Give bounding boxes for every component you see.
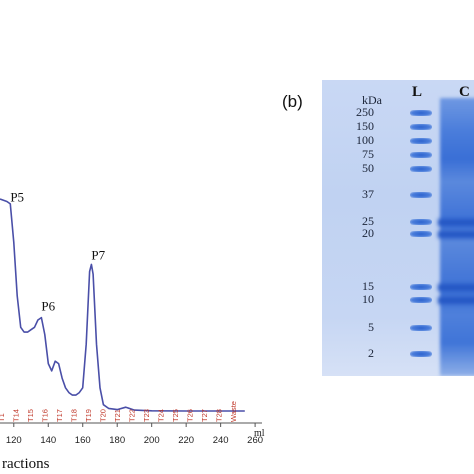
sample-band	[438, 231, 474, 238]
plot-area	[0, 198, 245, 412]
x-tick-label: 160	[75, 435, 91, 446]
absorbance-trace	[0, 198, 245, 412]
x-tick-label: 180	[109, 435, 125, 446]
fraction-label: T28	[215, 409, 224, 422]
marker-size-label: 2	[368, 346, 374, 360]
ladder-band	[410, 284, 432, 290]
panel-label-b: (b)	[282, 92, 303, 111]
lane-header-sample: C	[459, 84, 470, 100]
fraction-label: T25	[171, 409, 180, 422]
marker-size-label: 20	[362, 226, 374, 240]
ladder-band	[410, 138, 432, 144]
sample-band	[438, 284, 474, 291]
x-tick-label: 220	[178, 435, 194, 446]
marker-size-label: 10	[362, 292, 374, 306]
ladder-band	[410, 231, 432, 237]
peak-label: P5	[10, 189, 24, 204]
fraction-label: T23	[142, 409, 151, 422]
ladder-band	[410, 297, 432, 303]
fraction-label: T27	[200, 409, 209, 422]
x-tick-label: 120	[6, 435, 22, 446]
fraction-label: T20	[99, 409, 108, 422]
ladder-band	[410, 166, 432, 172]
fraction-label: T16	[41, 409, 50, 422]
peak-label: P6	[41, 298, 55, 313]
ladder-band	[410, 110, 432, 116]
x-tick-label: 200	[144, 435, 160, 446]
marker-size-label: 150	[356, 119, 374, 133]
fraction-label: T24	[157, 409, 166, 422]
marker-size-label: 37	[362, 187, 374, 201]
marker-size-label: 25	[362, 214, 374, 228]
ladder-band	[410, 325, 432, 331]
fraction-label: T15	[26, 409, 35, 422]
sample-band	[438, 297, 474, 304]
x-axis-label: ractions	[2, 456, 50, 472]
chromatogram-chart: 120 140 160 180 200 220 240 260 T1 T14 T15 T16 T17 T1…	[0, 189, 265, 472]
marker-size-label: 100	[356, 133, 374, 147]
fraction-label: T21	[113, 409, 122, 422]
x-axis: 120 140 160 180 200 220 240 260 T1 T14 T15 T16 T17 T1…	[0, 401, 263, 446]
sds-page-gel: kDa L C 250 150 100 75 50 37 25 20 15 10 5 2	[322, 80, 474, 376]
ladder-band	[410, 152, 432, 158]
fraction-label: T22	[128, 409, 137, 422]
fraction-label: T17	[55, 409, 64, 422]
marker-size-label: 75	[362, 147, 374, 161]
peak-labels: P5 P6 P7	[10, 189, 105, 313]
ladder-band	[410, 192, 432, 198]
fraction-label: T1	[0, 413, 6, 422]
x-axis-unit: ml	[254, 428, 265, 439]
fraction-label: T18	[70, 409, 79, 422]
fraction-label: T26	[186, 409, 195, 422]
peak-label: P7	[91, 248, 105, 263]
x-tick-label: 240	[213, 435, 229, 446]
ladder-band	[410, 351, 432, 357]
marker-size-label: 15	[362, 279, 374, 293]
kda-axis-title: kDa	[362, 93, 382, 107]
marker-size-label: 250	[356, 105, 374, 119]
marker-size-label: 50	[362, 161, 374, 175]
ladder-band	[410, 124, 432, 130]
fraction-label: T14	[12, 409, 21, 422]
ladder-band	[410, 219, 432, 225]
fraction-label: Waste	[229, 401, 238, 422]
x-tick-label: 140	[40, 435, 56, 446]
sample-band	[438, 219, 474, 226]
x-tick-label: 260	[247, 435, 263, 446]
marker-size-label: 5	[368, 320, 374, 334]
fraction-label: T19	[84, 409, 93, 422]
lane-header-ladder: L	[412, 84, 423, 100]
